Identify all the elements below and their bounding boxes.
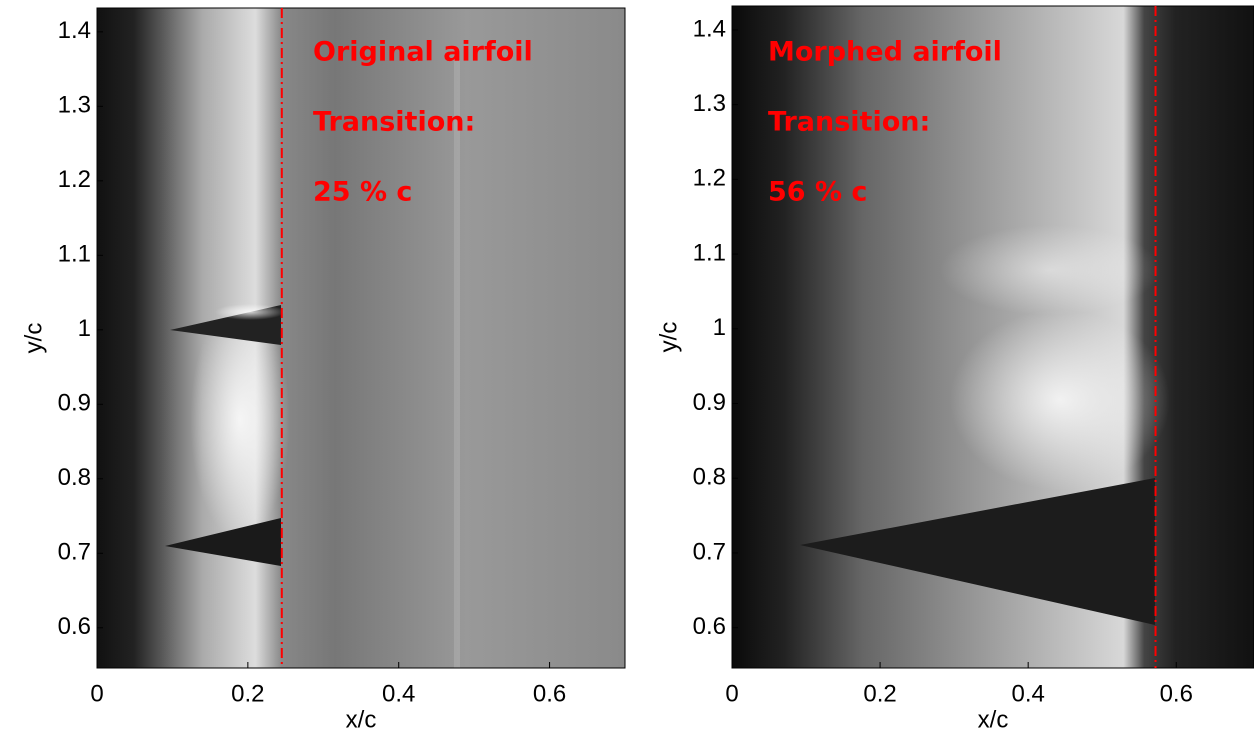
x-axis-label: x/c — [978, 706, 1009, 733]
y-tick-label: 1.1 — [693, 239, 726, 266]
x-tick-label: 0 — [90, 680, 103, 707]
y-tick-label: 0.8 — [693, 464, 726, 491]
y-tick-label: 0.7 — [58, 539, 91, 566]
y-tick-label: 1 — [713, 314, 726, 341]
y-tick-label: 0.6 — [58, 613, 91, 640]
y-tick-label: 1.1 — [58, 241, 91, 268]
plot-frame — [731, 5, 1254, 669]
y-tick-label: 0.6 — [693, 613, 726, 640]
x-tick-label: 0.6 — [1160, 680, 1193, 707]
y-axis-label: y/c — [20, 323, 47, 354]
y-tick-label: 1.4 — [58, 17, 91, 44]
y-tick-label: 1.4 — [693, 15, 726, 42]
annotation: 56 % c — [768, 177, 867, 208]
annotation: Morphed airfoil — [768, 37, 1002, 68]
y-tick-label: 1.2 — [58, 166, 91, 193]
x-tick-label: 0 — [725, 680, 738, 707]
image-left — [97, 8, 625, 668]
y-tick-label: 0.9 — [58, 390, 91, 417]
x-tick-label: 0.4 — [1011, 680, 1044, 707]
y-tick-label: 1.3 — [693, 90, 726, 117]
y-axis-label: y/c — [655, 322, 682, 353]
y-tick-label: 1 — [78, 315, 91, 342]
annotation: Transition: — [768, 107, 930, 138]
annotation: Transition: — [313, 107, 475, 138]
x-tick-label: 0.4 — [382, 680, 415, 707]
y-tick-label: 0.8 — [58, 464, 91, 491]
plot-frame — [96, 7, 626, 669]
x-tick-label: 0.2 — [863, 680, 896, 707]
y-tick-label: 1.2 — [693, 165, 726, 192]
x-tick-label: 0.6 — [533, 680, 566, 707]
y-tick-label: 1.3 — [58, 92, 91, 119]
x-axis-label: x/c — [346, 706, 377, 733]
y-tick-label: 0.7 — [693, 538, 726, 565]
annotation: 25 % c — [313, 177, 412, 208]
y-tick-label: 0.9 — [693, 389, 726, 416]
x-tick-label: 0.2 — [231, 680, 264, 707]
image-right — [732, 6, 1254, 668]
annotation: Original airfoil — [313, 37, 533, 68]
